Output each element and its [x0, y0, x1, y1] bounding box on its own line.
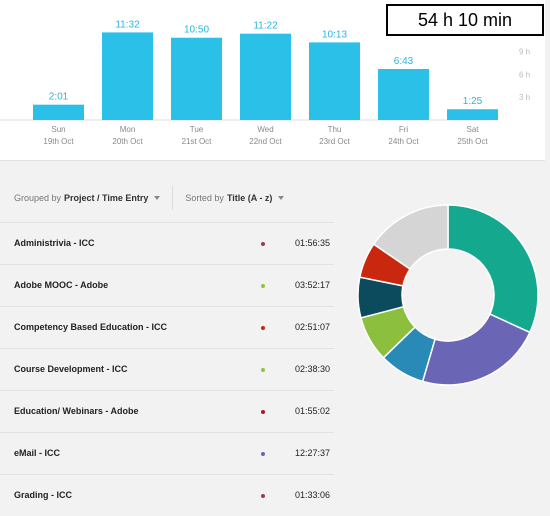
x-tick-day-label: Fri: [399, 125, 409, 134]
bar-value-label: 10:50: [184, 25, 209, 36]
donut-slice[interactable]: [372, 204, 449, 271]
bar[interactable]: [447, 109, 498, 120]
x-tick-date-label: 22nd Oct: [249, 137, 282, 146]
bar-value-label: 6:43: [394, 56, 414, 67]
total-duration-text: 54 h 10 min: [417, 10, 513, 30]
x-tick-day-label: Sun: [51, 125, 65, 134]
list-item[interactable]: eMail - ICC 12:27:37: [0, 432, 334, 474]
y-tick-label: 3 h: [519, 93, 530, 102]
sort-by-dropdown[interactable]: Sorted by Title (A - z): [185, 193, 285, 203]
x-tick-date-label: 19th Oct: [43, 137, 74, 146]
x-tick-date-label: 23rd Oct: [319, 137, 350, 146]
chevron-down-icon: [278, 196, 285, 200]
toolbar: Grouped by Project / Time Entry Sorted b…: [14, 186, 285, 210]
entry-color-dot: [261, 410, 265, 414]
entry-duration: 01:55:02: [295, 406, 331, 416]
y-tick-label: 9 h: [519, 48, 530, 57]
group-by-value: Project / Time Entry: [64, 193, 149, 203]
bar-chart-svg: 3 h 6 h 9 h 2:01 Sun 19th Oct 11:32 Mon 20th Oct…: [0, 19, 530, 146]
entry-name: Education/ Webinars - Adobe: [14, 406, 139, 416]
x-tick-day-label: Tue: [190, 125, 204, 134]
entry-name: Grading - ICC: [14, 490, 72, 500]
entry-duration: 03:52:17: [295, 280, 331, 290]
divider: [0, 160, 545, 161]
x-tick-day-label: Thu: [328, 125, 342, 134]
bar[interactable]: [240, 33, 291, 121]
time-entry-list: Administrivia - ICC 01:56:35 Adobe MOOC …: [0, 222, 334, 516]
entry-duration: 01:33:06: [295, 490, 331, 500]
x-tick-date-label: 24th Oct: [388, 137, 419, 146]
x-tick-date-label: 25th Oct: [457, 137, 488, 146]
entry-color-dot: [261, 326, 265, 330]
bar[interactable]: [309, 42, 360, 121]
bar-value-label: 2:01: [49, 92, 69, 103]
entry-name: Competency Based Education - ICC: [14, 322, 168, 332]
x-tick-date-label: 20th Oct: [112, 137, 143, 146]
bar-value-label: 11:32: [115, 19, 140, 30]
entry-duration: 02:38:30: [295, 364, 331, 374]
project-donut-chart: [357, 204, 539, 386]
entry-name: Administrivia - ICC: [14, 238, 95, 248]
donut-slice[interactable]: [447, 204, 539, 334]
bar[interactable]: [378, 68, 429, 120]
list-item[interactable]: Administrivia - ICC 01:56:35: [0, 222, 334, 264]
total-duration-box: 54 h 10 min: [386, 4, 544, 36]
entry-name: eMail - ICC: [14, 448, 61, 458]
entry-color-dot: [261, 284, 265, 288]
list-item[interactable]: Competency Based Education - ICC 02:51:0…: [0, 306, 334, 348]
entry-color-dot: [261, 368, 265, 372]
list-item[interactable]: Course Development - ICC 02:38:30: [0, 348, 334, 390]
entry-duration: 01:56:35: [295, 238, 331, 248]
bar-value-label: 1:25: [463, 96, 483, 107]
list-item[interactable]: Grading - ICC 01:33:06: [0, 474, 334, 516]
chevron-down-icon: [154, 196, 161, 200]
bar[interactable]: [171, 37, 222, 120]
list-item[interactable]: Education/ Webinars - Adobe 01:55:02: [0, 390, 334, 432]
entry-color-dot: [261, 494, 265, 498]
entry-name: Course Development - ICC: [14, 364, 128, 374]
entry-name: Adobe MOOC - Adobe: [14, 280, 109, 290]
toolbar-separator: [172, 186, 174, 210]
group-by-dropdown[interactable]: Grouped by Project / Time Entry: [14, 193, 161, 203]
group-by-label: Grouped by: [14, 193, 62, 203]
list-item[interactable]: Adobe MOOC - Adobe 03:52:17: [0, 264, 334, 306]
x-tick-day-label: Wed: [257, 125, 273, 134]
donut-slice[interactable]: [421, 313, 531, 386]
x-tick-day-label: Sat: [466, 125, 479, 134]
sort-by-label: Sorted by: [185, 193, 224, 203]
bar-value-label: 10:13: [322, 29, 347, 40]
x-tick-day-label: Mon: [120, 125, 136, 134]
entry-duration: 02:51:07: [295, 322, 331, 332]
sort-by-value: Title (A - z): [226, 193, 273, 203]
bar[interactable]: [33, 104, 84, 120]
entry-duration: 12:27:37: [295, 448, 331, 458]
entry-color-dot: [261, 452, 265, 456]
bar-value-label: 11:22: [253, 21, 278, 32]
y-tick-label: 6 h: [519, 70, 530, 79]
x-tick-date-label: 21st Oct: [182, 137, 213, 146]
bar[interactable]: [102, 32, 153, 121]
entry-color-dot: [261, 242, 265, 246]
